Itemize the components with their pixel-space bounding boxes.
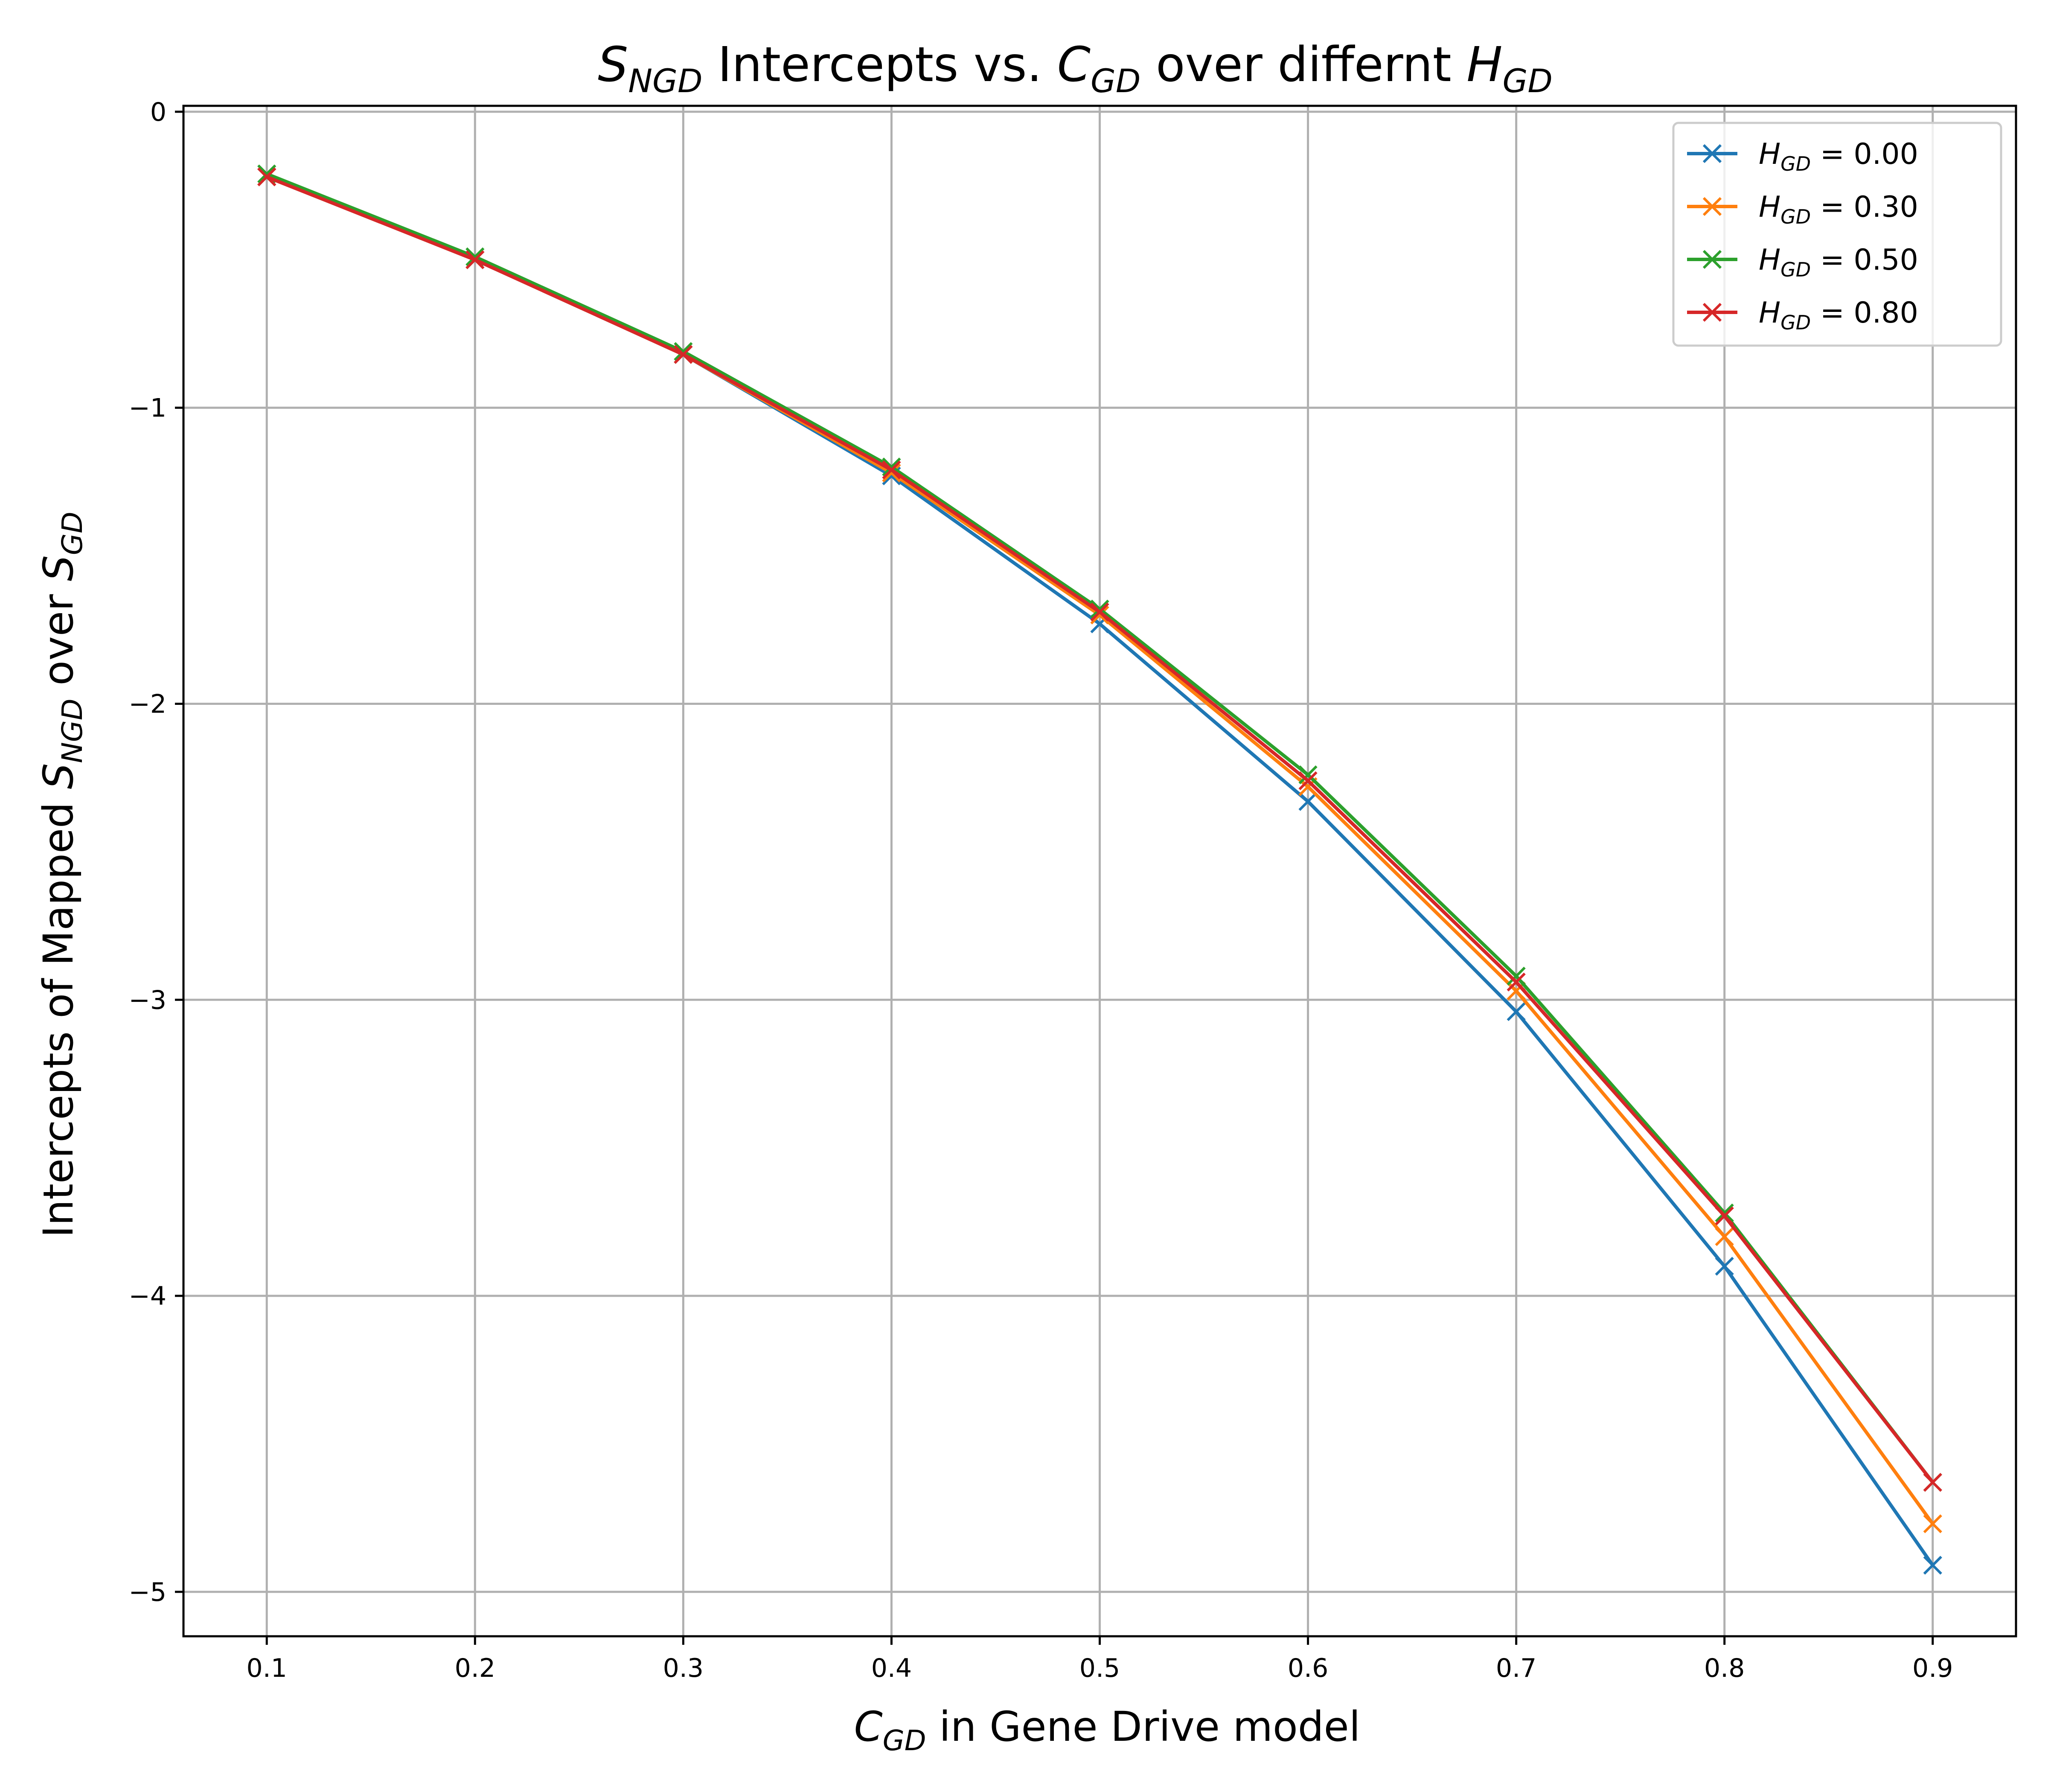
data-point — [1715, 1257, 1734, 1276]
series-3 — [257, 167, 1942, 1492]
x-tick-label: 0.1 — [247, 1653, 287, 1683]
legend-entry: HGD = 0.80 — [1687, 296, 1918, 334]
series-layer — [257, 164, 1942, 1575]
legend-label: HGD = 0.30 — [1759, 190, 1918, 228]
legend-marker — [1702, 303, 1722, 322]
data-point — [1715, 1227, 1734, 1246]
y-tick-label: 0 — [150, 97, 166, 127]
legend-box — [1672, 122, 2002, 347]
data-point — [1298, 765, 1318, 785]
data-point — [1507, 972, 1526, 992]
data-point — [1923, 1556, 1942, 1575]
x-tick-label: 0.6 — [1288, 1653, 1328, 1683]
y-axis-label: Intercepts of Mapped SNGD over SGD — [35, 512, 89, 1238]
y-tick-label: −1 — [129, 393, 166, 423]
data-point — [1090, 602, 1109, 622]
data-point — [1507, 981, 1526, 1001]
y-tick-label: −3 — [129, 985, 166, 1015]
x-axis-ticks: 0.1 0.2 0.3 0.4 0.5 0.6 0.7 0.8 0.9 — [247, 1636, 1953, 1683]
data-point — [1507, 966, 1526, 986]
x-axis-label: CGD in Gene Drive model — [854, 1703, 1361, 1757]
legend-label: HGD = 0.00 — [1759, 137, 1918, 175]
data-point — [674, 345, 693, 364]
x-tick-label: 0.3 — [663, 1653, 704, 1683]
data-point — [1298, 771, 1318, 791]
y-axis-ticks: 0 −1 −2 −3 −4 −5 — [129, 97, 183, 1607]
data-point — [1715, 1206, 1734, 1225]
legend-entry: HGD = 0.50 — [1687, 243, 1918, 281]
data-point — [1923, 1514, 1942, 1533]
data-point — [1507, 1002, 1526, 1021]
x-tick-label: 0.4 — [871, 1653, 912, 1683]
x-tick-label: 0.5 — [1079, 1653, 1120, 1683]
legend-entry: HGD = 0.30 — [1687, 190, 1918, 228]
y-tick-label: −5 — [129, 1577, 166, 1607]
legend-label: HGD = 0.50 — [1759, 243, 1918, 281]
legend-marker — [1702, 197, 1722, 216]
x-tick-label: 0.7 — [1496, 1653, 1536, 1683]
y-tick-label: −2 — [129, 689, 166, 719]
grid — [183, 106, 2016, 1636]
chart-title: SNGD Intercepts vs. CGD over differnt HG… — [598, 37, 1553, 100]
data-point — [1923, 1473, 1942, 1492]
data-point — [465, 250, 485, 269]
data-point — [882, 460, 901, 480]
legend-entry: HGD = 0.00 — [1687, 137, 1918, 175]
x-tick-label: 0.2 — [455, 1653, 495, 1683]
legend-marker — [1702, 250, 1722, 269]
data-point — [1298, 792, 1318, 811]
legend-label: HGD = 0.80 — [1759, 296, 1918, 334]
legend-marker — [1702, 144, 1722, 163]
x-tick-label: 0.9 — [1912, 1653, 1953, 1683]
x-tick-label: 0.8 — [1704, 1653, 1745, 1683]
y-tick-label: −4 — [129, 1281, 166, 1311]
legend: HGD = 0.00 HGD = 0.30 HGD = 0.50 HGD = 0.80 — [1672, 122, 2002, 347]
data-point — [257, 167, 276, 186]
